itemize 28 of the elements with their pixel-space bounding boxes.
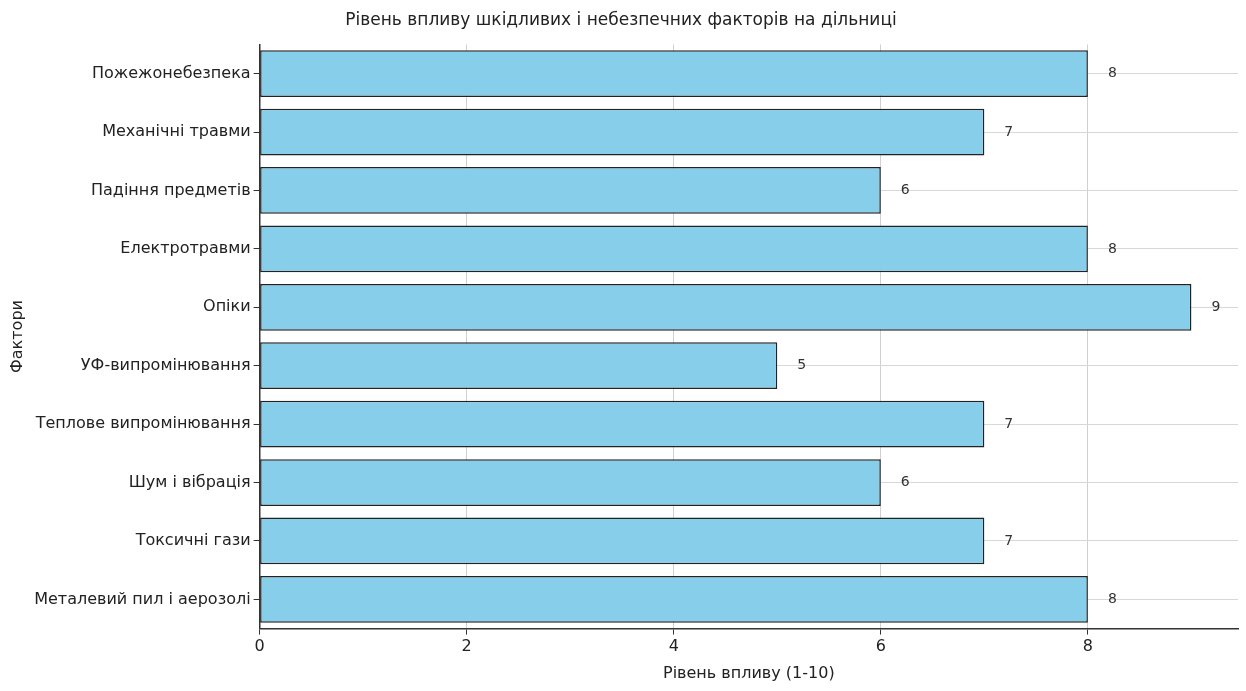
data-label: 7 <box>1004 122 1014 139</box>
x-tick-label: 2 <box>461 636 472 656</box>
y-tick-label: Опіки <box>203 296 251 316</box>
x-tick-label: 8 <box>1082 636 1093 656</box>
data-label: 6 <box>900 473 910 490</box>
data-label: 7 <box>1004 531 1014 548</box>
y-tick-label: УФ-випромінювання <box>80 354 251 374</box>
data-label: 6 <box>900 181 910 198</box>
y-tick-label: Металевий пил і аерозолі <box>34 588 251 608</box>
data-label: 9 <box>1211 297 1221 314</box>
data-label: 8 <box>1107 64 1117 81</box>
y-tick-label: Електротравми <box>120 238 251 258</box>
y-tick-label: Шум і вібрація <box>128 471 251 491</box>
y-tick-label: Токсичні гази <box>134 530 251 550</box>
y-tick-label: Пожежонебезпека <box>92 62 251 82</box>
x-tick-label: 4 <box>668 636 679 656</box>
y-tick-label: Теплове випромінювання <box>34 413 251 433</box>
data-label: 8 <box>1107 239 1117 256</box>
y-tick-label: Падіння предметів <box>91 179 251 199</box>
x-tick-label: 6 <box>875 636 886 656</box>
y-axis-title: Фактори <box>6 300 26 373</box>
data-label: 8 <box>1107 590 1117 607</box>
x-axis-title: Рівень впливу (1-10) <box>662 662 835 682</box>
x-tick-label: 0 <box>254 636 265 656</box>
chart-title: Рівень впливу шкідливих і небезпечних факторів на дільниці <box>345 8 897 29</box>
data-label: 7 <box>1004 414 1014 431</box>
data-label: 5 <box>797 356 807 373</box>
y-tick-label: Механічні травми <box>102 121 251 141</box>
